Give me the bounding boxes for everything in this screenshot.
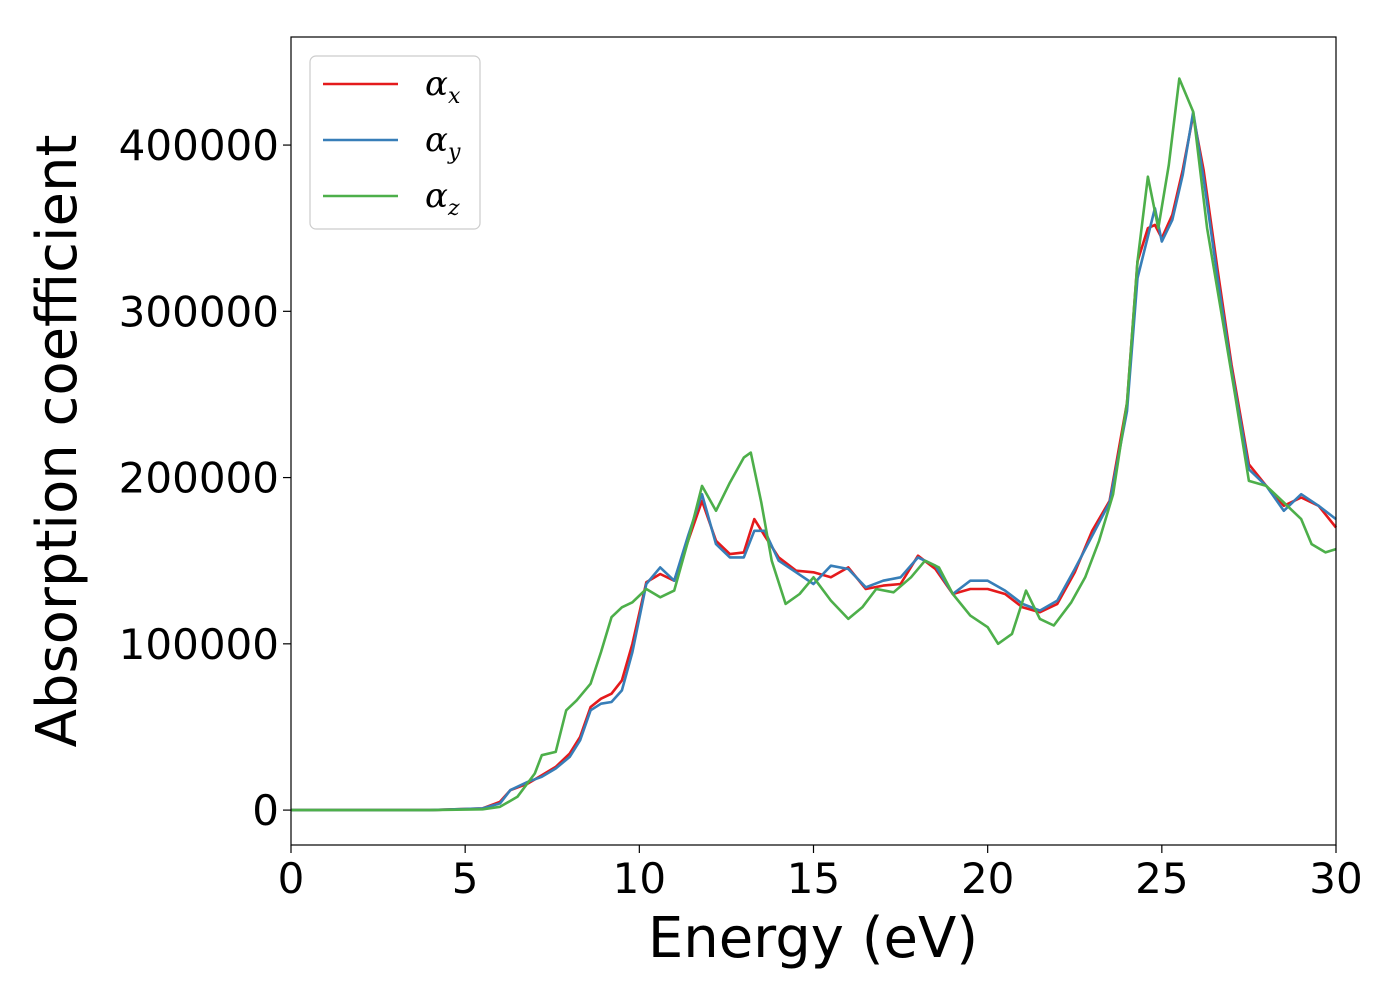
x-tick-label: 25 xyxy=(1135,854,1188,903)
x-tick-label: 10 xyxy=(613,854,666,903)
y-tick-label: 400000 xyxy=(119,121,279,170)
y-axis-label: Absorption coefficient xyxy=(25,135,90,748)
y-tick-label: 100000 xyxy=(119,620,279,669)
x-axis-label: Energy (eV) xyxy=(648,906,978,971)
x-axis: 0 5 10 15 20 25 30 xyxy=(278,845,1363,903)
legend-label-alpha-x: αx xyxy=(425,64,461,109)
y-axis: 0 100000 200000 300000 400000 xyxy=(119,121,291,835)
x-tick-label: 20 xyxy=(961,854,1014,903)
legend-label-alpha-y: αy xyxy=(425,120,461,165)
legend: αx αy αz xyxy=(309,55,481,230)
x-tick-label: 30 xyxy=(1309,854,1362,903)
series-line-alpha-y xyxy=(291,110,1337,812)
y-tick-label: 300000 xyxy=(119,287,279,336)
series-layer xyxy=(291,77,1338,812)
x-tick-label: 5 xyxy=(452,854,479,903)
legend-label-alpha-z: αz xyxy=(425,176,460,221)
y-tick-label: 0 xyxy=(252,786,279,835)
series-line-alpha-z xyxy=(291,77,1337,812)
legend-box xyxy=(309,55,481,230)
x-tick-label: 0 xyxy=(278,854,305,903)
y-tick-label: 200000 xyxy=(119,454,279,503)
x-tick-label: 15 xyxy=(787,854,840,903)
